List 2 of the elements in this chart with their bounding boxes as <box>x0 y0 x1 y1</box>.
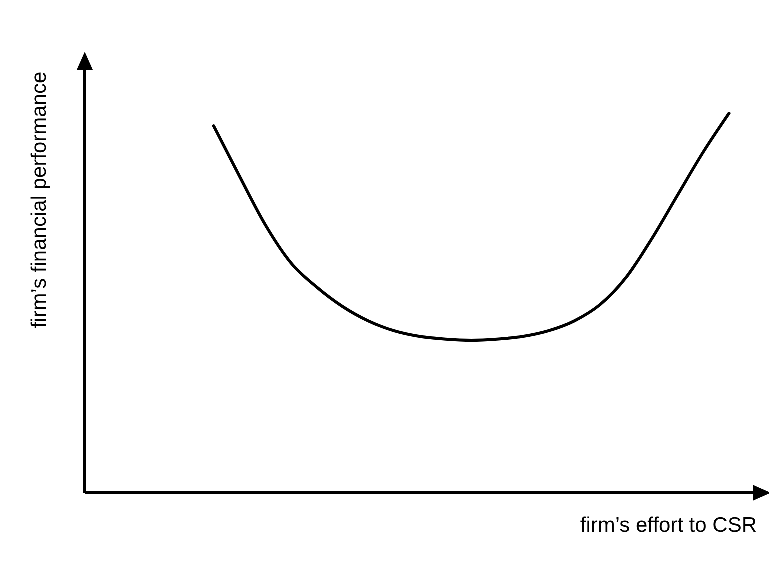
y-axis-title: firm’s financial performance <box>28 72 52 328</box>
x-axis-title: firm’s effort to CSR <box>580 514 757 538</box>
